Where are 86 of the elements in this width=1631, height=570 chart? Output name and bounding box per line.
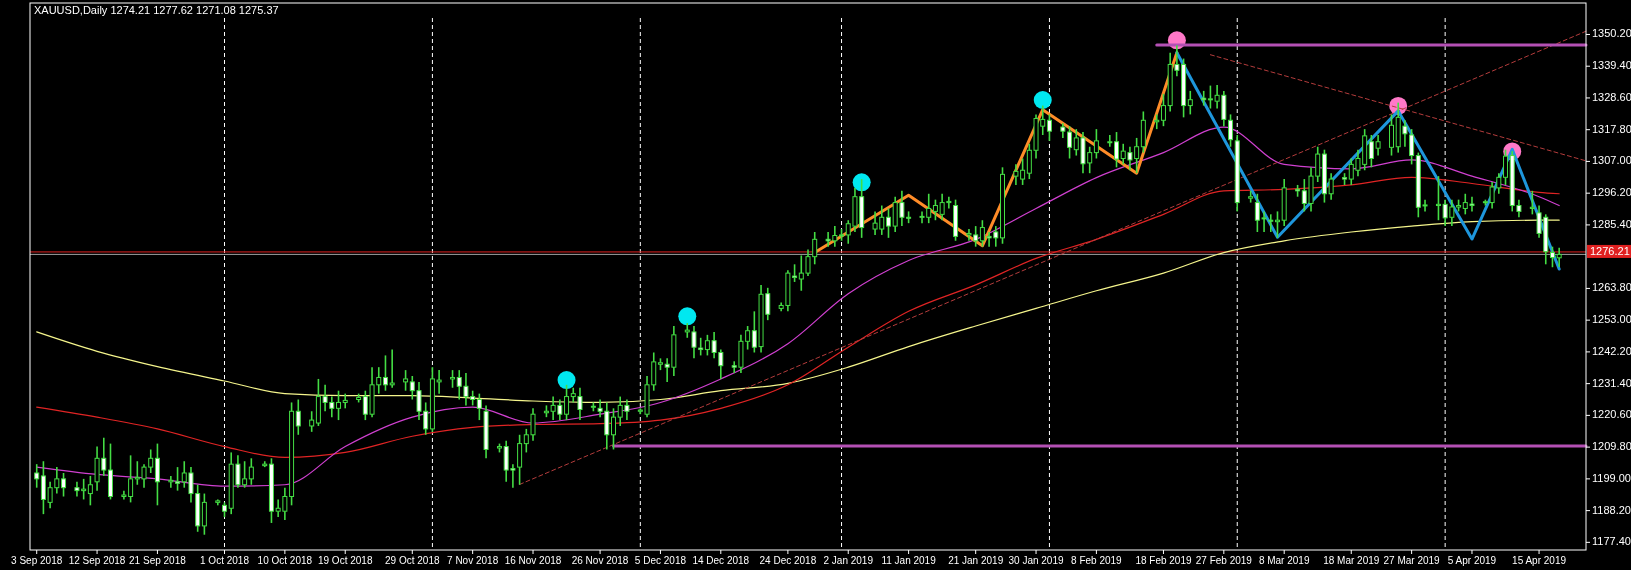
x-tick-label: 8 Mar 2019: [1258, 555, 1310, 566]
x-tick-label: 8 Feb 2019: [1071, 555, 1123, 566]
line-series: [36, 126, 1560, 487]
candlestick: [389, 348, 395, 389]
candlestick: [1187, 90, 1193, 116]
x-tick-label: 2 Jan 2019: [823, 555, 874, 566]
x-tick-label: 1 Oct 2018: [200, 555, 250, 566]
y-tick-label: 1231.40: [1592, 376, 1631, 389]
x-tick-label: 15 Apr 2019: [1512, 555, 1567, 566]
candlestick: [1268, 213, 1274, 233]
candlestick: [1503, 148, 1509, 186]
candlestick: [1160, 93, 1166, 127]
candlestick: [295, 398, 301, 436]
x-tick-label: 24 Dec 2018: [759, 555, 817, 566]
candlestick: [564, 384, 570, 421]
x-tick-label: 12 Sep 2018: [68, 555, 126, 566]
candlestick: [1107, 134, 1113, 148]
candlestick: [168, 475, 174, 489]
point: [557, 371, 576, 390]
point: [852, 173, 871, 192]
candlestick: [154, 442, 160, 507]
y-tick-label: 1328.60: [1592, 90, 1631, 103]
ref-line-label: 1276.21: [1590, 244, 1630, 257]
candlestick: [1228, 113, 1234, 148]
x-tick-label: 29 Oct 2018: [385, 555, 440, 566]
candlestick: [248, 457, 254, 486]
y-tick-label: 1296.20: [1592, 186, 1631, 199]
candlestick: [1435, 175, 1441, 222]
y-tick-label: 1253.00: [1592, 313, 1631, 326]
candlestick: [476, 392, 482, 421]
y-tick-label: 1317.80: [1592, 122, 1631, 135]
y-tick-label: 1285.40: [1592, 217, 1631, 230]
candlestick: [1046, 113, 1052, 142]
candlestick: [885, 207, 891, 239]
y-tick-label: 1199.00: [1592, 471, 1631, 484]
x-tick-label: 11 Jan 2019: [881, 555, 937, 566]
x-tick-label: 5 Apr 2019: [1447, 555, 1497, 566]
y-tick-label: 1188.20: [1592, 503, 1631, 516]
point: [678, 307, 697, 326]
x-tick-label: 18 Feb 2019: [1135, 555, 1192, 566]
candlestick: [517, 433, 523, 486]
candlestick: [175, 466, 181, 492]
candlestick: [342, 392, 348, 410]
x-tick-label: 21 Jan 2019: [948, 555, 1004, 566]
candlestick: [1274, 210, 1280, 239]
candlestick: [1409, 128, 1415, 166]
x-tick-label: 18 Mar 2019: [1323, 555, 1380, 566]
x-tick-label: 3 Sep 2018: [11, 555, 63, 566]
candlestick: [1529, 190, 1535, 216]
candlestick: [1556, 246, 1562, 268]
candlestick: [1549, 245, 1555, 269]
x-tick-label: 19 Oct 2018: [317, 555, 373, 566]
candlestick: [611, 407, 616, 451]
point: [1033, 91, 1052, 109]
y-tick-label: 1263.80: [1592, 281, 1631, 294]
chart-title: XAUUSD,Daily 1274.21 1277.62 1271.08 1275.37: [34, 4, 279, 16]
x-tick-label: 7 Nov 2018: [447, 555, 499, 566]
candlestick: [1093, 128, 1099, 160]
x-tick-label: 10 Oct 2018: [257, 555, 313, 566]
x-tick-label: 16 Nov 2018: [504, 555, 562, 566]
candlestick: [1114, 131, 1120, 169]
candlestick: [336, 389, 342, 421]
candlestick: [87, 475, 93, 507]
x-tick-label: 14 Dec 2018: [692, 555, 750, 566]
candlestick: [61, 472, 67, 498]
y-tick-label: 1220.60: [1592, 408, 1631, 421]
y-tick-label: 1209.80: [1592, 440, 1631, 453]
y-tick-label: 1350.20: [1592, 27, 1631, 40]
x-tick-label: 27 Feb 2019: [1195, 555, 1253, 566]
candlestick: [1389, 113, 1394, 157]
candlestick: [403, 369, 409, 392]
x-tick-label: 27 Mar 2019: [1383, 555, 1441, 566]
candlestick: [1201, 90, 1207, 107]
y-tick-label: 1177.40: [1592, 535, 1631, 548]
candlestick: [309, 410, 315, 433]
x-tick-label: 30 Jan 2019: [1008, 555, 1064, 566]
candlestick: [201, 492, 207, 536]
y-tick-label: 1339.40: [1592, 59, 1631, 72]
candlestick: [34, 463, 40, 489]
candlestick: [1154, 113, 1160, 130]
x-tick-label: 21 Sep 2018: [129, 555, 187, 566]
x-tick-label: 26 Nov 2018: [571, 555, 629, 566]
y-tick-label: 1307.00: [1592, 154, 1631, 167]
candlestick: [382, 354, 388, 392]
x-tick-label: 5 Dec 2018: [634, 555, 687, 566]
y-tick-label: 1242.20: [1592, 344, 1631, 357]
